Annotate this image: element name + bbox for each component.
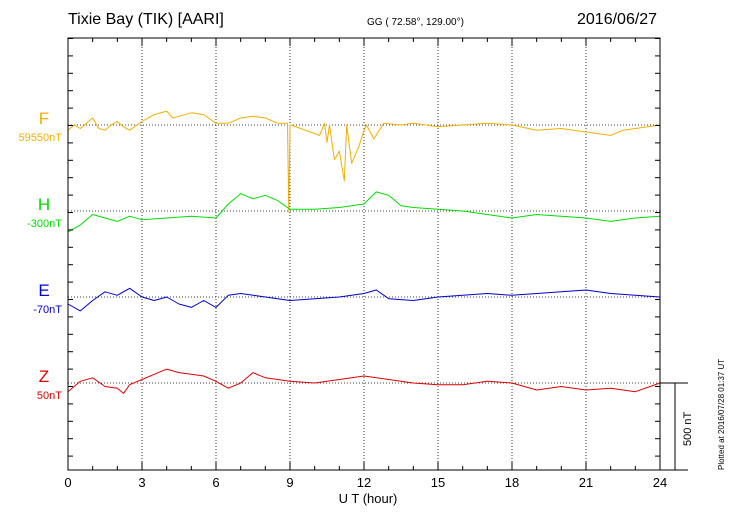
station-coordinates: GG ( 72.58°, 129.00°): [367, 17, 464, 28]
scale-bar: 500 nT: [660, 382, 694, 471]
series-name-E: E: [38, 281, 49, 300]
plotted-timestamp: Plotted at 2016/07/28 01:37 UT: [717, 359, 726, 470]
x-tick-label: 21: [579, 475, 593, 490]
series-baseline-E: -70nT: [33, 304, 62, 316]
scale-bar-label: 500 nT: [682, 411, 694, 446]
series-baseline-Z: 50nT: [37, 390, 62, 402]
x-tick-label: 15: [431, 475, 445, 490]
series-name-F: F: [39, 109, 49, 128]
series-name-Z: Z: [39, 367, 49, 386]
x-axis-label: U T (hour): [339, 491, 398, 506]
plot-date: 2016/06/27: [577, 11, 658, 28]
y-ticks: [68, 38, 660, 457]
x-tick-label: 18: [505, 475, 519, 490]
x-tick-label: 6: [212, 475, 219, 490]
series-baseline-F: 59550nT: [19, 132, 63, 144]
series-lines: [67, 110, 661, 394]
series-line-H: [67, 191, 661, 233]
series-baseline-H: -300nT: [27, 218, 62, 230]
station-title: Tixie Bay (TIK) [AARI]: [68, 11, 224, 28]
x-tick-label: 12: [357, 475, 371, 490]
series-line-F: [67, 110, 661, 213]
series-labels: F 59550nT H -300nT E -70nT Z 50nT: [19, 109, 63, 402]
x-tick-label: 9: [286, 475, 293, 490]
x-ticks: 0 3 6 9 12 15 18 21 24: [64, 38, 667, 490]
series-line-Z: [67, 368, 661, 394]
x-tick-label: 3: [138, 475, 145, 490]
x-tick-label: 0: [64, 475, 71, 490]
series-name-H: H: [38, 195, 50, 214]
series-line-E: [67, 287, 661, 312]
grid-lines: [68, 38, 660, 470]
x-tick-label: 24: [653, 475, 667, 490]
